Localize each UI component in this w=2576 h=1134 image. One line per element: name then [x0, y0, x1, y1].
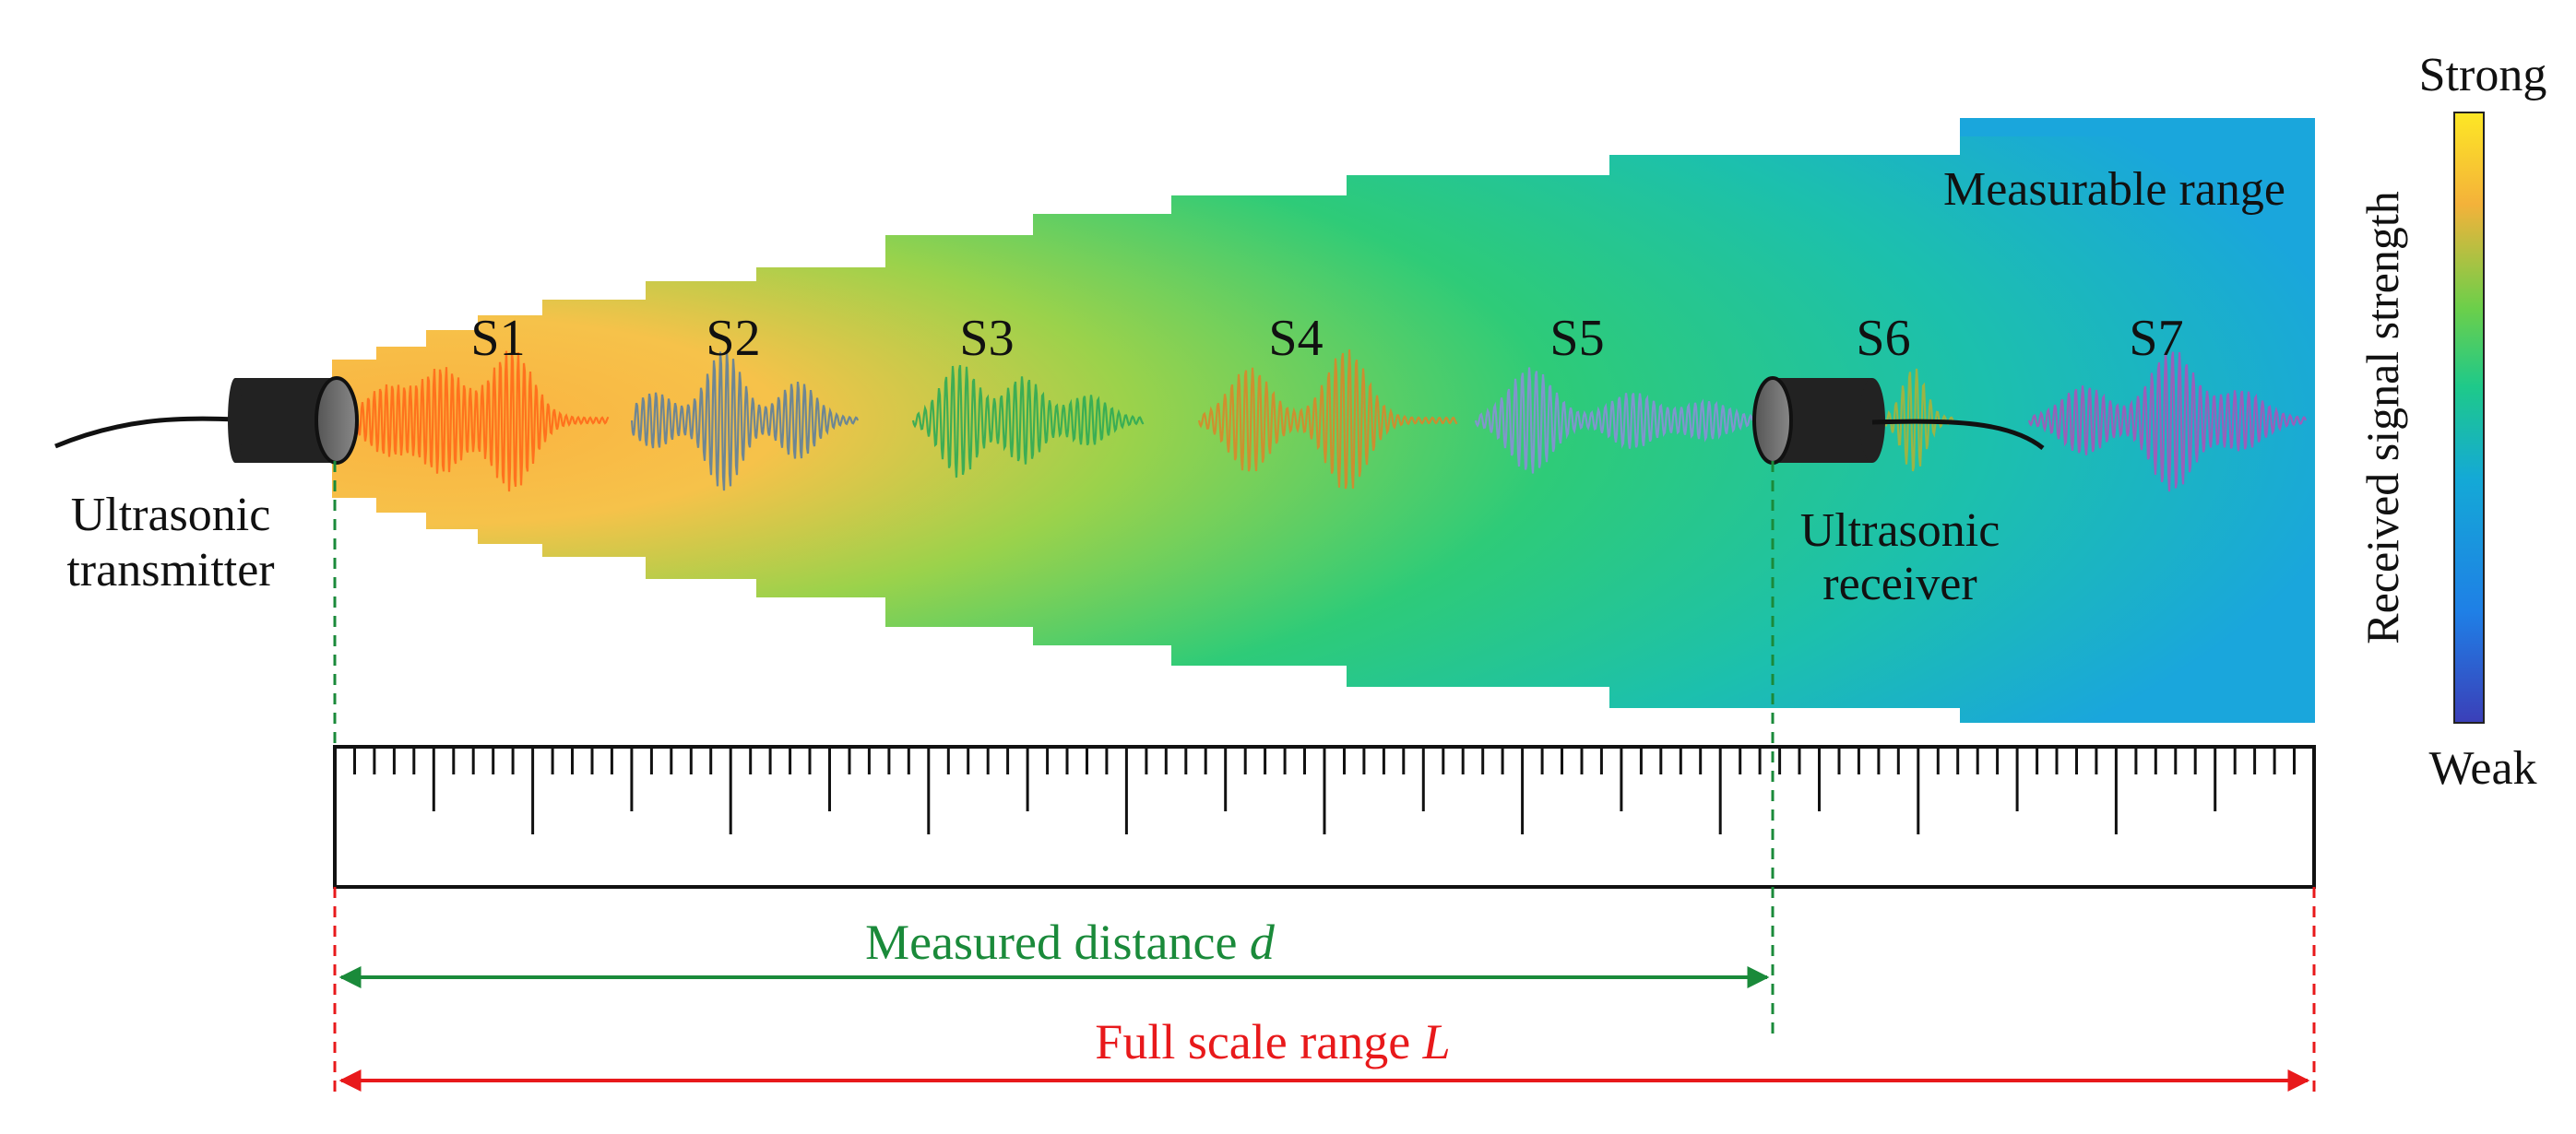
signal-label-s1: S1 [470, 310, 525, 367]
ruler [333, 745, 2316, 889]
colorbar-gradient [2453, 112, 2485, 724]
colorbar-axis-label: Received signal strength [2356, 191, 2408, 644]
ultrasonic-receiver: Ultrasonic receiver [1752, 376, 2045, 610]
signal-label-s3: S3 [959, 310, 1014, 367]
receiver-label-line1: Ultrasonic [1800, 504, 2000, 557]
guide-lines [333, 461, 2316, 1093]
waveforms: S1 S2 S3 S4 S5 S6 S7 [344, 310, 2308, 492]
signal-label-s4: S4 [1268, 310, 1323, 367]
ruler-ticks [333, 747, 2316, 834]
receiver-label-line2: receiver [1822, 558, 1977, 610]
waveform-layer [344, 349, 2308, 492]
full-scale-range: Full scale range L [338, 1014, 2310, 1092]
signal-label-s2: S2 [706, 310, 760, 367]
waveform-burst-s2 [630, 350, 860, 491]
transmitter-cable [54, 416, 236, 449]
transmitter-back [228, 378, 243, 463]
signal-label-s6: S6 [1856, 310, 1910, 367]
ultrasonic-transmitter: Ultrasonic transmitter [54, 376, 359, 597]
receiver-face [1752, 376, 1793, 465]
colorbar-top-label: Strong [2419, 49, 2547, 101]
transmitter-face [315, 376, 359, 465]
waveform-burst-s4 [1197, 349, 1458, 490]
full-scale-label: Full scale range L [1095, 1014, 1450, 1069]
waveform-burst-s5 [1474, 367, 1754, 474]
waveform-burst-s3 [911, 364, 1145, 478]
measurable-range-label: Measurable range [1943, 163, 2285, 216]
colorbar: Strong Weak Received signal strength [2356, 49, 2546, 795]
top-right-block [1960, 118, 2315, 136]
signal-label-s5: S5 [1549, 310, 1604, 367]
colorbar-bottom-label: Weak [2428, 742, 2536, 795]
signal-label-s7: S7 [2129, 310, 2183, 367]
measured-distance: Measured distance d [338, 915, 1770, 988]
transmitter-label-line2: transmitter [66, 544, 274, 597]
transmitter-label-line1: Ultrasonic [71, 489, 271, 541]
receiver-cable [1871, 419, 2045, 450]
waveform-burst-s1 [344, 350, 610, 492]
measured-distance-label: Measured distance d [865, 915, 1276, 970]
waveform-burst-s7 [2027, 351, 2308, 492]
